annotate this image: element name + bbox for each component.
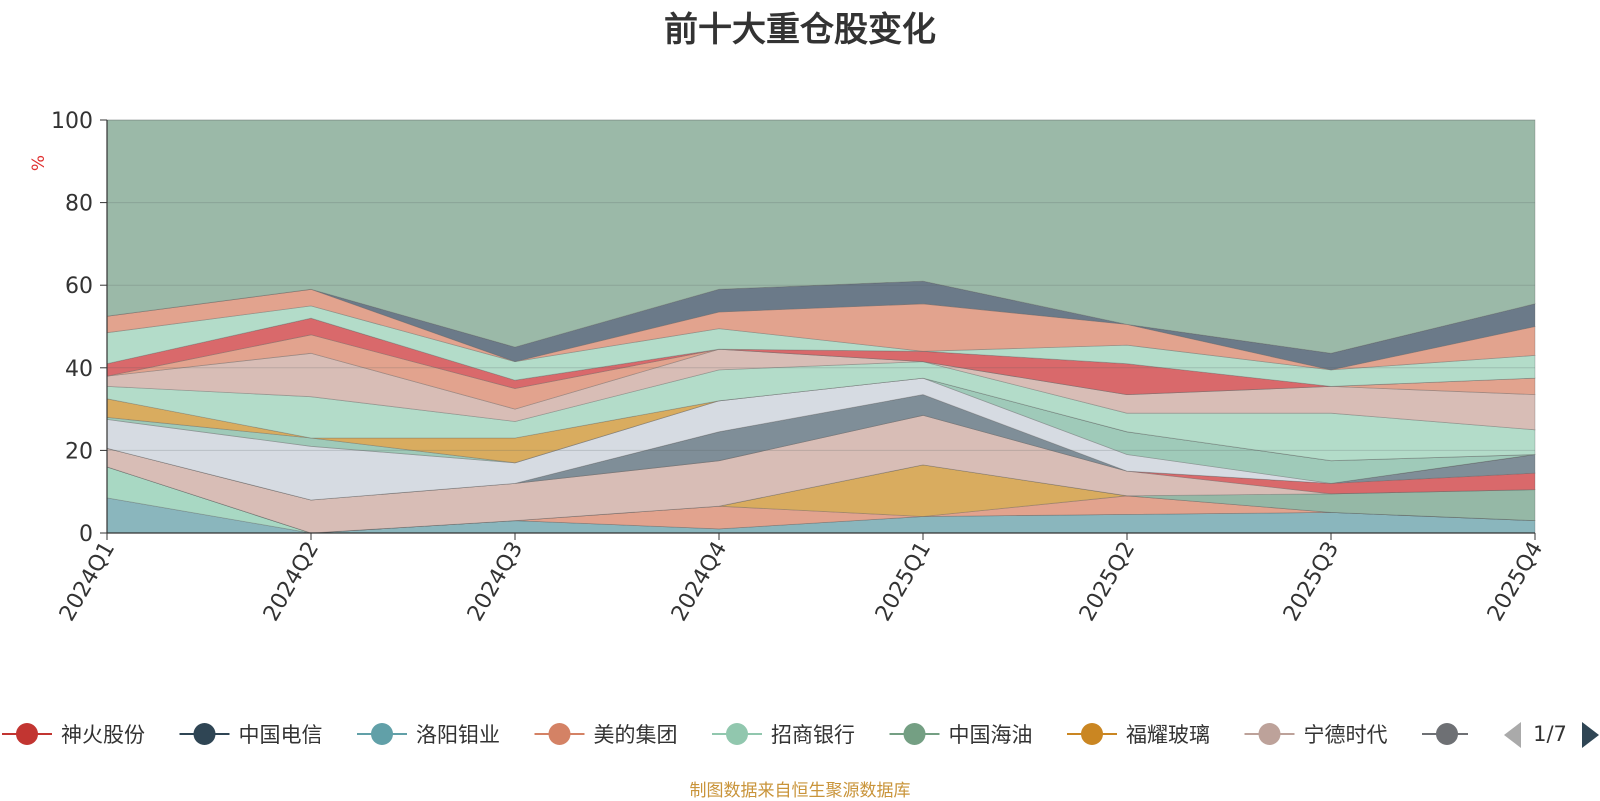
y-tick-label-60: 60 bbox=[65, 274, 93, 299]
x-tick-label-2024Q1: 2024Q1 bbox=[55, 538, 120, 626]
legend-item-4: 招商银行 bbox=[712, 723, 855, 747]
x-tick-label-2025Q3: 2025Q3 bbox=[1279, 538, 1344, 626]
chart-title: 前十大重仓股变化 bbox=[664, 10, 936, 50]
x-tick-label-2025Q4: 2025Q4 bbox=[1483, 538, 1548, 626]
legend-item-5: 中国海油 bbox=[889, 723, 1033, 747]
y-tick-label-20: 20 bbox=[65, 439, 93, 464]
legend-marker bbox=[1258, 723, 1281, 745]
x-tick-label-2025Q2: 2025Q2 bbox=[1075, 538, 1140, 626]
legend-item-2: 洛阳钼业 bbox=[357, 723, 500, 747]
x-tick-label-2024Q2: 2024Q2 bbox=[259, 538, 324, 626]
legend-label: 洛阳钼业 bbox=[416, 723, 500, 747]
legend-label: 宁德时代 bbox=[1304, 723, 1388, 747]
area-layer-17 bbox=[106, 280, 1536, 371]
pager-prev-icon bbox=[1504, 722, 1521, 748]
legend-label: 中国海油 bbox=[949, 723, 1033, 747]
y-tick-label-0: 0 bbox=[79, 522, 93, 547]
stacked-area-layers bbox=[106, 119, 1536, 534]
legend-marker bbox=[548, 723, 571, 745]
legend-label: 中国电信 bbox=[239, 723, 323, 747]
y-tick-label-80: 80 bbox=[65, 192, 93, 217]
y-tick-label-40: 40 bbox=[65, 357, 93, 382]
pager-next-icon bbox=[1582, 722, 1599, 748]
legend-pager: 1/7 bbox=[1504, 722, 1599, 748]
legend-label: 美的集团 bbox=[594, 723, 678, 747]
x-tick-label-2024Q4: 2024Q4 bbox=[667, 538, 732, 626]
legend-item-6: 福耀玻璃 bbox=[1067, 723, 1210, 747]
legend-marker bbox=[903, 723, 926, 745]
legend: 神火股份 中国电信 洛阳钼业 美的集团 招商银行 中国海油 福耀玻璃 宁德时代 bbox=[2, 723, 1468, 747]
legend-item-1: 中国电信 bbox=[179, 723, 323, 747]
legend-item-8 bbox=[1422, 723, 1468, 745]
area-layer-11 bbox=[106, 361, 1536, 462]
x-tick-label-2025Q1: 2025Q1 bbox=[871, 538, 936, 626]
legend-marker bbox=[1081, 723, 1103, 745]
legend-item-0: 神火股份 bbox=[2, 723, 145, 747]
legend-item-7: 宁德时代 bbox=[1244, 723, 1388, 747]
legend-marker bbox=[16, 723, 38, 745]
grid-lines bbox=[107, 119, 1535, 451]
pager-label: 1/7 bbox=[1533, 722, 1567, 746]
area-layer-4 bbox=[106, 464, 1536, 534]
x-tick-label-2024Q3: 2024Q3 bbox=[463, 538, 528, 626]
legend-marker bbox=[371, 723, 393, 745]
y-axis-unit: % bbox=[29, 155, 49, 171]
source-note: 制图数据来自恒生聚源数据库 bbox=[689, 781, 911, 801]
legend-marker bbox=[1436, 723, 1458, 745]
legend-label: 神火股份 bbox=[61, 723, 145, 747]
legend-label: 福耀玻璃 bbox=[1126, 723, 1210, 747]
legend-marker bbox=[726, 723, 748, 745]
legend-item-3: 美的集团 bbox=[534, 723, 678, 747]
legend-marker bbox=[193, 723, 216, 745]
y-tick-label-100: 100 bbox=[51, 109, 93, 134]
legend-label: 招商银行 bbox=[771, 723, 855, 747]
area-layer-7 bbox=[106, 394, 1536, 501]
area-layer-18 bbox=[106, 119, 1536, 354]
